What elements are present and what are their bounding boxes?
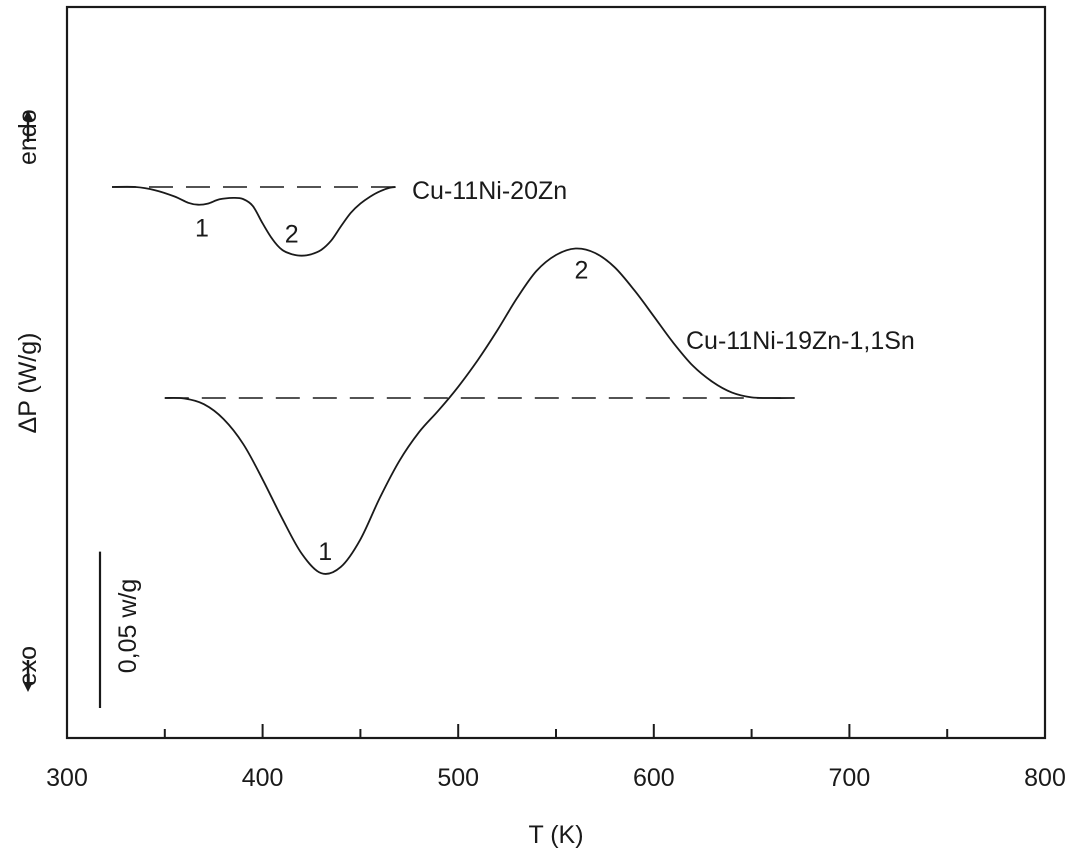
series-line (164, 247, 795, 575)
exo-arrow-icon (23, 660, 33, 692)
y-axis-title: ΔP (W/g) (14, 333, 42, 434)
x-axis-tick-labels: 300 400 500 600 700 800 (46, 764, 1066, 792)
x-tick-label: 600 (633, 764, 675, 792)
peak-label: 2 (285, 221, 299, 249)
x-tick-label: 700 (829, 764, 871, 792)
x-tick-label: 400 (242, 764, 284, 792)
series-name-label: Cu-11Ni-19Zn-1,1Sn (686, 327, 915, 355)
series-layer: Cu-11Ni-20Zn 1 2 Cu-11Ni-19Zn-1,1Sn 1 2 (111, 177, 915, 575)
x-tick-label: 300 (46, 764, 88, 792)
x-tick-label: 800 (1024, 764, 1066, 792)
peak-label: 1 (318, 538, 332, 566)
plot-frame (65, 5, 1047, 740)
peak-label: 1 (195, 215, 209, 243)
x-axis-ticks (66, 724, 1046, 738)
series-name-label: Cu-11Ni-20Zn (412, 177, 567, 205)
x-axis-title: T (K) (528, 821, 583, 849)
scale-bar-label: 0,05 w/g (114, 579, 142, 674)
endo-arrow-icon (23, 110, 33, 142)
series-group: Cu-11Ni-19Zn-1,1Sn 1 2 (164, 247, 915, 575)
x-tick-label: 500 (437, 764, 479, 792)
series-line (111, 185, 396, 257)
series-group: Cu-11Ni-20Zn 1 2 (111, 177, 567, 257)
peak-label: 2 (574, 257, 588, 285)
